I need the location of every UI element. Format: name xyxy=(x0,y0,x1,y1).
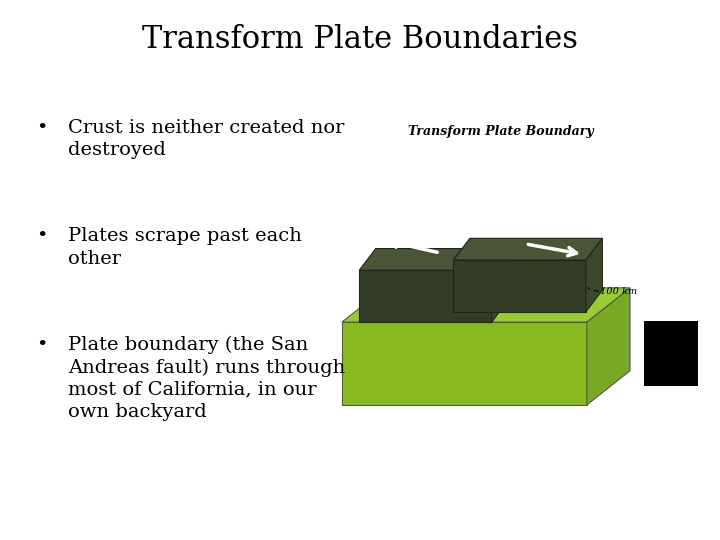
Text: •: • xyxy=(36,119,48,137)
Text: Transform Plate Boundary: Transform Plate Boundary xyxy=(408,125,593,138)
Polygon shape xyxy=(342,322,587,405)
Polygon shape xyxy=(342,288,630,322)
Text: ~100 km: ~100 km xyxy=(592,287,636,295)
Text: Plates scrape past each
other: Plates scrape past each other xyxy=(68,227,302,267)
Polygon shape xyxy=(587,288,630,405)
Polygon shape xyxy=(359,248,508,270)
Polygon shape xyxy=(492,248,508,322)
Polygon shape xyxy=(454,238,603,260)
Text: Plate boundary (the San
Andreas fault) runs through
most of California, in our
o: Plate boundary (the San Andreas fault) r… xyxy=(68,336,346,421)
Text: •: • xyxy=(36,227,48,245)
Text: Transform Plate Boundaries: Transform Plate Boundaries xyxy=(142,24,578,55)
Polygon shape xyxy=(586,238,603,312)
Bar xyxy=(644,321,698,386)
Polygon shape xyxy=(454,260,586,312)
Polygon shape xyxy=(359,270,492,322)
Text: •: • xyxy=(36,336,48,354)
Text: Crust is neither created nor
destroyed: Crust is neither created nor destroyed xyxy=(68,119,345,159)
